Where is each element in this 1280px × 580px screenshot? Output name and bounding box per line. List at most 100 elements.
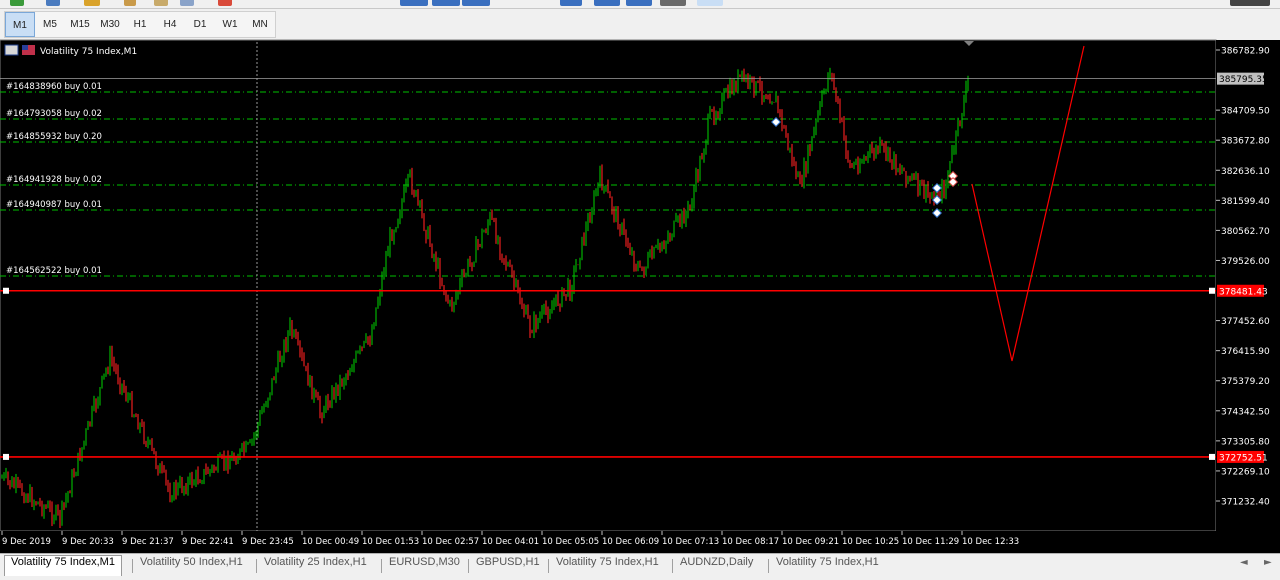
time-tick-label: 10 Dec 12:33 [962,537,1019,547]
hline-handle-right[interactable] [1209,287,1215,294]
chart-shift-marker[interactable] [964,41,974,46]
timeframe-d1[interactable]: D1 [193,19,207,30]
main-toolbar [0,0,1280,9]
line-chart-icon[interactable] [462,0,490,6]
order-label: #164793058 buy 0.02 [6,109,102,119]
tab-separator [132,559,133,573]
price-tick-label: 373305.80 [1221,437,1270,447]
time-tick-label: 10 Dec 02:57 [422,537,479,547]
price-tick-label: 381599.40 [1221,197,1270,207]
timeframe-toolbar: M1 M5 M15 M30 H1 H4 D1 W1 MN [0,9,1280,38]
time-tick-label: 10 Dec 08:17 [722,537,779,547]
time-tick-label: 10 Dec 04:01 [482,537,539,547]
price-tick-label: 374342.50 [1221,407,1270,417]
candle-chart-icon[interactable] [432,0,460,6]
horizontal-lines[interactable]: 378481.43 372752.51 [0,284,1268,464]
order-label: #164855932 buy 0.20 [6,132,102,142]
hline-handle-left[interactable] [3,287,9,294]
trade-marker[interactable] [932,208,942,218]
time-tick-label: 10 Dec 07:13 [662,537,719,547]
time-tick-label: 10 Dec 09:21 [782,537,839,547]
timeframe-h1[interactable]: H1 [133,19,147,30]
order-label: #164940987 buy 0.01 [6,200,102,210]
trade-marker[interactable] [771,117,781,127]
chart-tab-4[interactable]: GBPUSD,H1 [476,556,540,568]
time-tick-label: 9 Dec 20:33 [62,537,114,547]
chart-tab-6[interactable]: AUDNZD,Daily [680,556,754,568]
autoscroll-icon[interactable] [626,0,652,6]
time-tick-label: 10 Dec 10:25 [842,537,899,547]
price-tick-label: 372269.10 [1221,467,1270,477]
tab-prev-icon[interactable]: ◄ [1240,557,1248,568]
tab-separator [256,559,257,573]
price-tick-label: 375379.20 [1221,377,1270,387]
current-price-label: 385795.35 [1219,75,1268,85]
projection-line[interactable] [964,41,1085,362]
new-chart-icon[interactable] [10,0,24,6]
window-controls[interactable] [1230,0,1270,6]
order-label: #164562522 buy 0.01 [6,266,102,276]
hline-handle-left[interactable] [3,453,9,460]
time-tick-label: 9 Dec 21:37 [122,537,174,547]
price-tick-label: 386782.90 [1221,47,1270,57]
current-price-box [1217,72,1264,85]
chart-canvas[interactable]: #164838960 buy 0.01 #164793058 buy 0.02 #1… [0,38,1280,553]
chart-window: #164838960 buy 0.01 #164793058 buy 0.02 #1… [0,38,1280,553]
time-tick-label: 10 Dec 05:05 [542,537,599,547]
shift-icon[interactable] [660,0,686,6]
price-axis: 386782.90 384709.50 383672.80 382636.10 3815… [0,47,1270,508]
tab-separator [768,559,769,573]
projection-polyline[interactable] [971,45,1085,362]
price-tick-label: 376415.90 [1221,347,1270,357]
hline-handle-right[interactable] [1209,453,1215,460]
timeframe-mn[interactable]: MN [252,19,268,30]
time-tick-label: 9 Dec 2019 [2,537,51,547]
autotrading-icon[interactable] [218,0,232,6]
bar-chart-icon[interactable] [400,0,428,6]
timeframe-m30[interactable]: M30 [100,19,120,30]
chart-tab-7[interactable]: Volatility 75 Index,H1 [776,556,879,568]
hline-price-box [1217,284,1264,297]
hline-price-label: 378481.43 [1219,287,1268,297]
price-tick-label: 371232.40 [1221,498,1270,508]
chart-tab-2[interactable]: Volatility 25 Index,H1 [264,556,367,568]
timeframe-w1[interactable]: W1 [222,19,238,30]
order-label: #164838960 buy 0.01 [6,82,102,92]
time-tick-label: 10 Dec 06:09 [602,537,659,547]
market-watch-icon[interactable] [84,0,100,6]
profiles-icon[interactable] [46,0,60,6]
tile-icon[interactable] [594,0,620,6]
terminal-icon[interactable] [154,0,168,6]
price-tick-label: 380562.70 [1221,227,1270,237]
order-label: #164941928 buy 0.02 [6,175,102,185]
order-lines: #164838960 buy 0.01 #164793058 buy 0.02 #1… [0,42,1216,531]
chart-tabs: ◄ ► Volatility 75 Index,M1 Volatility 50 … [0,553,1280,580]
timeframe-m15[interactable]: M15 [70,19,90,30]
timeframe-m5[interactable]: M5 [43,19,57,30]
zoom-icon[interactable] [560,0,582,6]
navigator-icon[interactable] [124,0,136,6]
hline-price-label: 372752.51 [1219,453,1268,463]
tab-next-icon[interactable]: ► [1264,557,1272,568]
trade-marker[interactable] [948,177,958,187]
tab-separator [468,559,469,573]
timeframe-h4[interactable]: H4 [163,19,177,30]
trade-marker[interactable] [932,195,942,205]
price-candles [1,67,969,529]
trade-marker[interactable] [948,171,958,181]
tester-icon[interactable] [180,0,194,6]
chart-tab-1[interactable]: Volatility 50 Index,H1 [140,556,243,568]
chart-window-icon [4,44,19,56]
chart-tab-0[interactable]: Volatility 75 Index,M1 [4,555,122,576]
trade-marker[interactable] [932,183,942,193]
chart-header: Volatility 75 Index,M1 [4,44,137,57]
timeframe-group: M1 M5 M15 M30 H1 H4 D1 W1 MN [4,11,276,38]
chart-tab-5[interactable]: Volatility 75 Index,H1 [556,556,659,568]
tab-separator [381,559,382,573]
tab-separator [672,559,673,573]
price-tick-label: 384709.50 [1221,107,1270,117]
chart-title: Volatility 75 Index,M1 [40,47,137,57]
timeframe-m1[interactable]: M1 [5,12,35,37]
chart-tab-3[interactable]: EURUSD,M30 [389,556,460,568]
cursor-icon[interactable] [697,0,723,6]
